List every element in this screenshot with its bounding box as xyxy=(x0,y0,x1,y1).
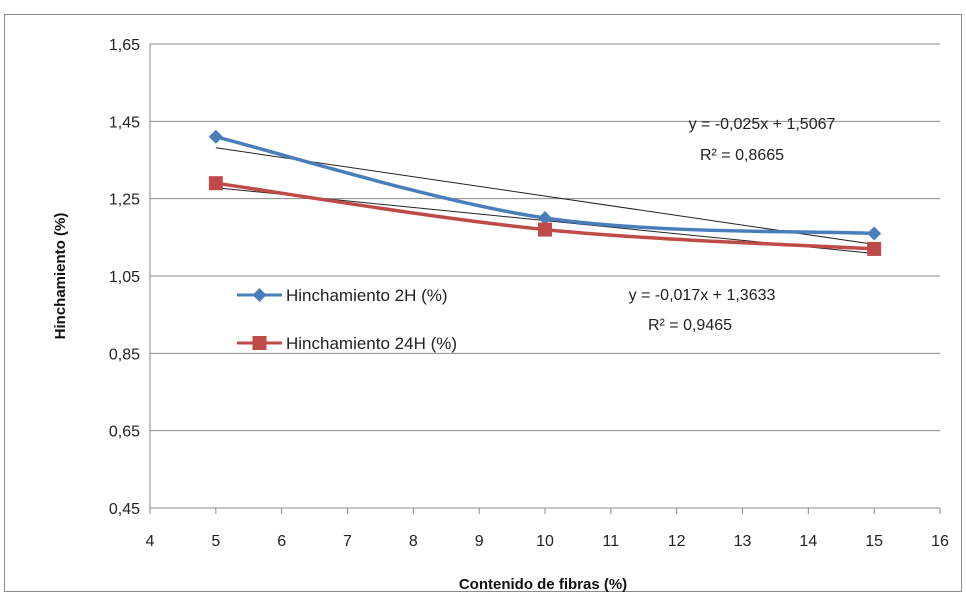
y-tick-label: 1,25 xyxy=(109,192,140,209)
axes xyxy=(149,44,941,514)
legend-label-2h: Hinchamiento 2H (%) xyxy=(286,286,448,305)
x-tick-label: 6 xyxy=(277,533,286,550)
x-tick-labels: 4 5 6 7 8 9 10 11 12 13 14 15 16 xyxy=(146,533,949,550)
x-tick-label: 16 xyxy=(931,533,949,550)
x-tick-label: 13 xyxy=(734,533,752,550)
y-tick-label: 0,85 xyxy=(109,346,140,363)
legend-label-24h: Hinchamiento 24H (%) xyxy=(286,334,457,353)
legend: Hinchamiento 2H (%) Hinchamiento 24H (%) xyxy=(237,286,457,353)
x-tick-label: 12 xyxy=(668,533,686,550)
trendline-equation-2h: y = -0,025x + 1,5067 xyxy=(689,116,836,133)
x-tick-label: 11 xyxy=(603,533,620,550)
x-tick-label: 15 xyxy=(865,533,883,550)
gridlines xyxy=(150,43,940,432)
data-point-2h xyxy=(867,226,882,241)
trendline-r2-24h: R² = 0,9465 xyxy=(648,317,732,334)
x-tick-label: 7 xyxy=(343,533,352,550)
x-tick-label: 4 xyxy=(146,533,155,550)
y-tick-label: 0,65 xyxy=(109,424,140,441)
y-tick-label: 1,05 xyxy=(109,269,140,286)
legend-marker-24h xyxy=(252,336,267,350)
legend-marker-2h xyxy=(252,288,267,302)
y-tick-label: 1,65 xyxy=(109,37,140,54)
y-axis-title: Hinchamiento (%) xyxy=(52,213,69,340)
x-tick-label: 9 xyxy=(475,533,484,550)
x-tick-label: 14 xyxy=(799,533,817,550)
trendline-2h xyxy=(215,147,875,245)
trendline-r2-2h: R² = 0,8665 xyxy=(700,147,784,164)
chart-frame xyxy=(4,14,962,592)
y-tick-labels: 0,45 0,65 0,85 1,05 1,25 1,45 1,65 xyxy=(109,37,140,518)
y-tick-label: 0,45 xyxy=(109,501,140,518)
x-tick-label: 8 xyxy=(409,533,418,550)
data-point-24h xyxy=(538,222,552,237)
x-tick-label: 5 xyxy=(211,533,220,550)
x-axis-title: Contenido de fibras (%) xyxy=(459,576,627,593)
data-point-24h xyxy=(867,241,882,256)
series-markers xyxy=(208,129,882,256)
data-point-2h xyxy=(208,129,223,144)
data-point-24h xyxy=(208,176,223,191)
data-point-2h xyxy=(538,211,552,225)
trendline-equation-24h: y = -0,017x + 1,3633 xyxy=(629,287,776,304)
y-tick-label: 1,45 xyxy=(109,114,140,131)
x-tick-label: 10 xyxy=(536,533,554,550)
